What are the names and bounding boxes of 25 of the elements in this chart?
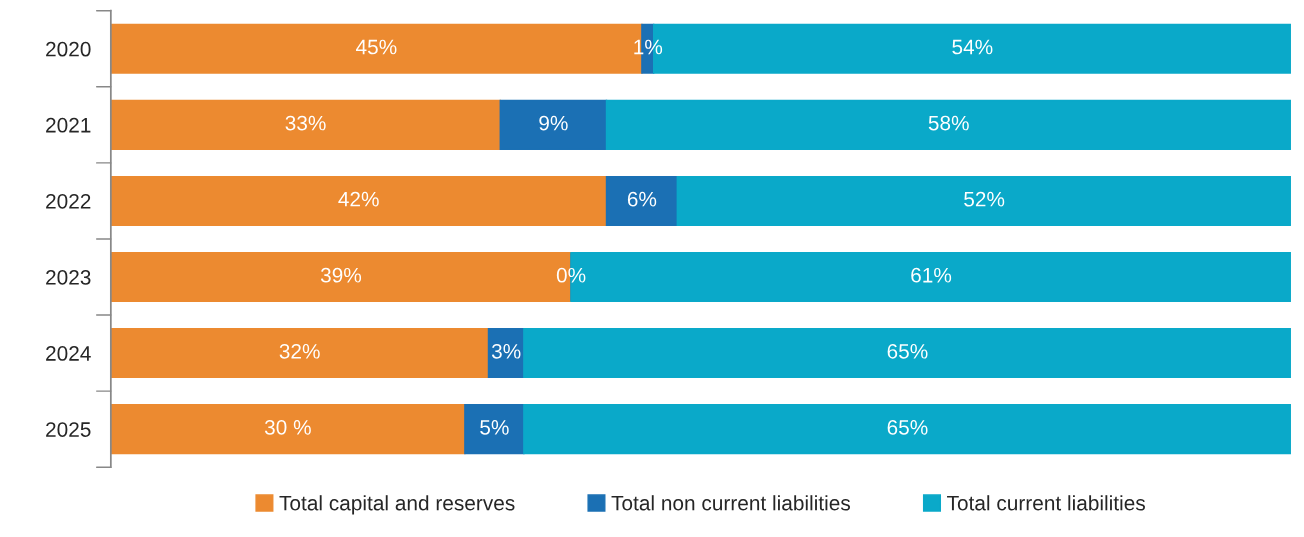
data-label: 45% xyxy=(356,39,397,55)
data-label: 33% xyxy=(285,115,326,131)
data-label: 65% xyxy=(887,343,928,359)
y-tick-label: 2025 xyxy=(46,422,91,437)
data-label: 9% xyxy=(539,115,568,131)
data-label: 58% xyxy=(928,115,969,131)
data-label: 61% xyxy=(911,267,952,283)
y-tick-label: 2022 xyxy=(46,193,91,209)
data-label: 42% xyxy=(338,191,379,207)
legend-label: Total non current liabilities xyxy=(611,495,850,511)
y-tick-label: 2021 xyxy=(46,117,91,133)
data-label: 54% xyxy=(952,39,993,55)
y-tick-label: 2023 xyxy=(46,270,91,285)
data-label: 65% xyxy=(887,419,928,435)
legend-label: Total capital and reserves xyxy=(279,495,515,515)
legend-label: Total current liabilities xyxy=(947,495,1145,511)
data-label: 32% xyxy=(279,343,320,359)
data-label: 30 % xyxy=(264,419,311,435)
data-label: 39% xyxy=(320,267,362,283)
y-tick-label: 2024 xyxy=(46,346,91,361)
y-tick-label: 2020 xyxy=(46,41,91,57)
data-label: 5% xyxy=(480,420,509,435)
data-label: 3% xyxy=(491,343,521,359)
data-label: 6% xyxy=(627,191,657,207)
data-label: 52% xyxy=(964,191,1005,207)
